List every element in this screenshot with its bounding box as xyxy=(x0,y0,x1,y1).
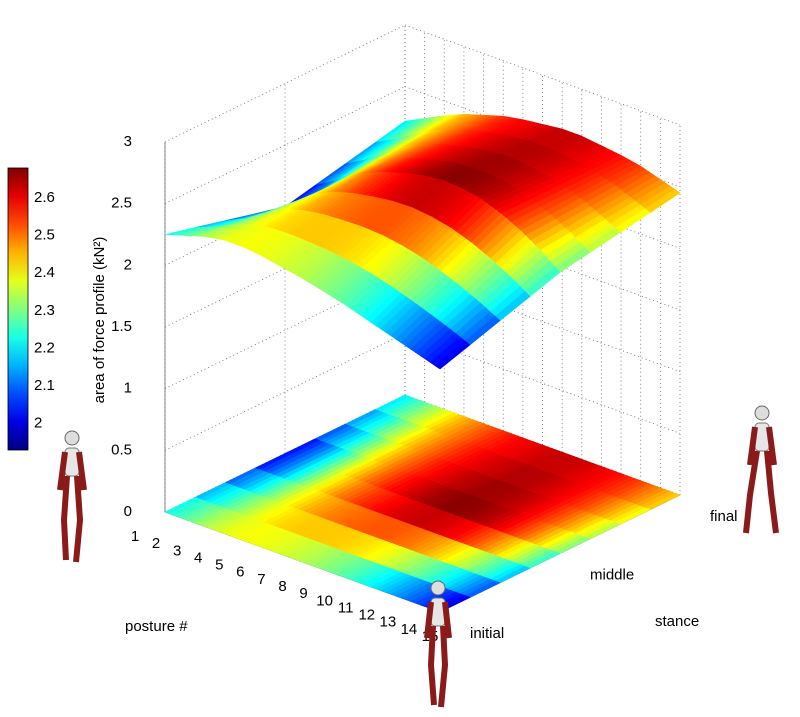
colorbar xyxy=(7,167,29,451)
x-axis-label: posture # xyxy=(125,618,188,635)
floor-projection xyxy=(164,394,681,613)
colorbar-tick-label: 2.3 xyxy=(34,302,55,319)
x-tick-label: 9 xyxy=(299,585,307,602)
y-tick-label: final xyxy=(710,508,738,525)
skeleton-figure xyxy=(743,405,779,534)
x-tick-label: 3 xyxy=(173,542,181,559)
z-tick-label: 0.5 xyxy=(111,441,132,458)
colorbar-tick-label: 2.5 xyxy=(34,227,55,244)
colorbar-tick-label: 2.1 xyxy=(34,377,55,394)
x-tick-label: 14 xyxy=(401,621,418,638)
z-tick-label: 2 xyxy=(124,256,132,273)
labels: 22.12.22.32.42.52.600.511.522.531 2 3 4 5 6 7 8… xyxy=(24,133,738,645)
z-tick-label: 1.5 xyxy=(111,318,132,335)
z-tick-label: 0 xyxy=(124,503,132,520)
grid-line xyxy=(164,332,406,451)
x-tick-label: 5 xyxy=(215,557,223,574)
grid-line xyxy=(164,271,406,390)
x-tick-label: 1 xyxy=(131,528,139,545)
y-tick-label: initial xyxy=(470,625,504,642)
grid-line xyxy=(404,86,681,188)
x-tick-label: 11 xyxy=(338,599,354,616)
grid-line xyxy=(164,209,406,328)
skeleton-figure xyxy=(424,580,452,708)
z-tick-label: 1 xyxy=(124,380,132,397)
colorbar-tick-label: 2.2 xyxy=(34,339,55,356)
x-tick-label: 6 xyxy=(236,564,244,581)
grid-line xyxy=(164,24,406,143)
z-tick-label: 2.5 xyxy=(111,195,132,212)
x-tick-label: 8 xyxy=(278,578,286,595)
z-axis-label: area of force profile (kN²) xyxy=(91,237,108,404)
x-tick-label: 2 xyxy=(152,535,160,552)
grid-line xyxy=(404,24,681,126)
skeleton-figure xyxy=(57,430,87,563)
x-tick-label: 7 xyxy=(257,571,265,588)
grid-line xyxy=(164,147,406,266)
colorbar-tick-label: 2 xyxy=(34,415,42,432)
colorbar-tick-label: 2.6 xyxy=(34,189,55,206)
colorbar-tick-label: 2.4 xyxy=(34,264,55,281)
surface xyxy=(164,113,681,370)
y-tick-label: middle xyxy=(590,566,634,583)
surface-cell xyxy=(434,340,471,370)
x-tick-label: 12 xyxy=(358,607,375,624)
z-tick-label: 3 xyxy=(124,133,132,150)
x-tick-label: 4 xyxy=(194,549,202,566)
grid-line xyxy=(164,86,406,205)
x-tick-label: 10 xyxy=(316,592,333,609)
x-tick-label: 13 xyxy=(380,614,397,631)
y-axis-label: stance xyxy=(655,613,699,630)
